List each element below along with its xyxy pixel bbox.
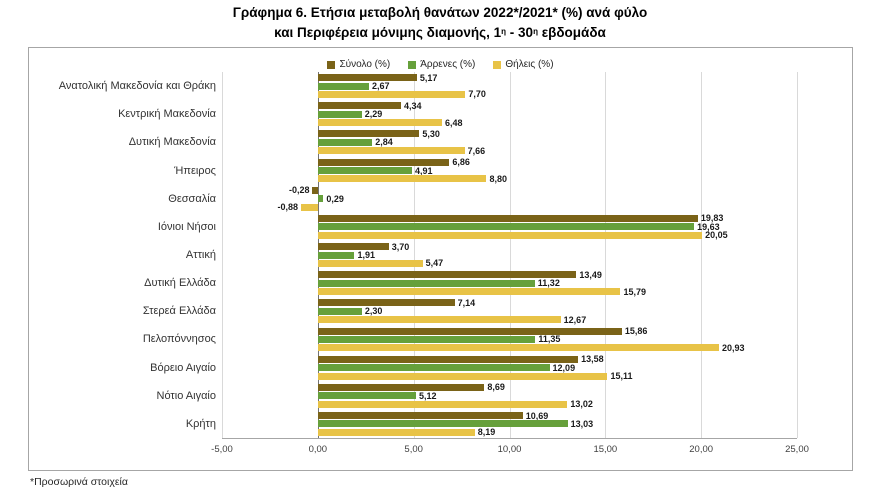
title-text: και Περιφέρεια μόνιμης διαμονής, 1 [274, 25, 502, 40]
legend-swatch-males [408, 60, 417, 69]
title-line-2: και Περιφέρεια μόνιμης διαμονής, 1η - 30… [0, 23, 880, 43]
chart-title: Γράφημα 6. Ετήσια μεταβολή θανάτων 2022*… [0, 3, 880, 43]
title-text: εβδομάδα [537, 25, 606, 40]
legend-item-total: Σύνολο (%) [327, 59, 390, 70]
legend-item-females: Θήλεις (%) [493, 59, 554, 70]
legend-label-total: Σύνολο (%) [339, 59, 391, 70]
legend-label-females: Θήλεις (%) [505, 59, 554, 70]
title-text: - 30 [506, 25, 534, 40]
title-superscript: η [533, 27, 538, 36]
footnote: *Προσωρινά στοιχεία [30, 476, 128, 488]
legend-swatch-females [493, 60, 502, 69]
title-superscript: η [501, 27, 507, 36]
legend-item-males: Άρρενες (%) [408, 59, 475, 70]
legend: Σύνολο (%) Άρρενες (%) Θήλεις (%) [29, 59, 852, 70]
title-line-1: Γράφημα 6. Ετήσια μεταβολή θανάτων 2022*… [232, 5, 648, 20]
legend-label-males: Άρρενες (%) [420, 59, 476, 70]
chart-area-border: Σύνολο (%) Άρρενες (%) Θήλεις (%) [28, 47, 853, 471]
legend-swatch-total [327, 60, 336, 69]
